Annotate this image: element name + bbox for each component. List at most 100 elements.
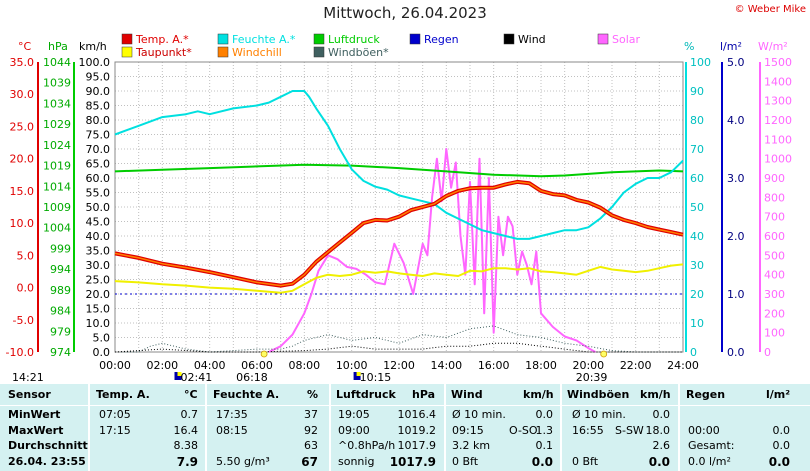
cell-rain-t: Gesamt: (688, 439, 735, 452)
chart-title: Mittwoch, 26.04.2023 (323, 4, 487, 22)
axis-unit-temp: °C (18, 40, 32, 53)
header-gust: Windböen (567, 388, 630, 401)
header-press-unit: hPa (412, 388, 436, 401)
cell-temp-v: 0.7 (180, 408, 199, 421)
legend-label: Solar (612, 33, 641, 46)
legend-swatch (121, 33, 133, 45)
sun-markers (174, 350, 608, 380)
cell-wind-t: Ø 10 min. (452, 408, 506, 421)
cell-label: MinWert (8, 408, 61, 421)
tick-pressure_hpa: 1004 (43, 222, 71, 235)
legend-label: Wind (518, 33, 546, 46)
tick-temp_c: 15.0 (10, 185, 35, 198)
cell-rain-v: 0.0 (772, 439, 791, 452)
cell-hum-t: 08:15 (216, 423, 248, 437)
cell-press-v: 1017.9 (397, 439, 437, 452)
tick-pressure_hpa: 1019 (43, 160, 71, 173)
x-tick-label: 14:00 (430, 359, 462, 372)
moon-icon-glint (356, 372, 361, 376)
y-axis-ticks: 35.030.025.020.015.010.05.00.0-5.0-10.01… (6, 56, 792, 359)
tick-wind_kmh: 20.0 (86, 288, 111, 301)
copyright-label[interactable]: © Weber Mike (734, 4, 806, 15)
time-label-moon2: 10:15 (359, 371, 392, 384)
tick-solar_wm2: 1300 (764, 95, 792, 108)
axis-unit-wind: km/h (79, 40, 107, 53)
tick-solar_wm2: 100 (764, 327, 785, 340)
tick-solar_wm2: 400 (764, 269, 785, 282)
tick-pressure_hpa: 974 (50, 346, 71, 359)
legend-swatch (597, 33, 609, 45)
cell-hum-v: 67 (301, 454, 318, 469)
cell-wind-t: 0 Bft (452, 454, 479, 468)
tick-solar_wm2: 300 (764, 288, 785, 301)
tick-solar_wm2: 1400 (764, 75, 792, 88)
tick-humidity_pct: 40 (690, 230, 704, 243)
tick-wind_kmh: 10.0 (86, 317, 111, 330)
cell-label: 26.04. 23:55 (8, 454, 86, 468)
legend-label: Luftdruck (328, 33, 380, 46)
axis-unit-rain: l/m² (720, 40, 742, 53)
legend-label: Windchill (232, 46, 282, 59)
x-tick-label: 16:00 (478, 359, 510, 372)
tick-pressure_hpa: 994 (50, 263, 71, 276)
header-temp: Temp. A. (96, 388, 150, 401)
series-windchill (114, 181, 684, 287)
cell-gust-m: S-SW (615, 423, 644, 437)
cell-wind-t: 3.2 km (452, 439, 491, 452)
cell-wind-v: 1.3 (535, 423, 554, 437)
tick-humidity_pct: 0 (690, 346, 697, 359)
tick-temp_c: 20.0 (10, 153, 35, 166)
axis-unit-hum: % (684, 40, 694, 53)
tick-pressure_hpa: 979 (50, 325, 71, 338)
header-sensor: Sensor (8, 388, 51, 401)
moon-icon-glint (177, 372, 182, 376)
cell-wind-t: 09:15 (452, 423, 484, 437)
tick-wind_kmh: 70.0 (86, 143, 111, 156)
tick-pressure_hpa: 1024 (43, 139, 71, 152)
cell-rain-v: 0.0 (768, 454, 790, 469)
tick-pressure_hpa: 1034 (43, 97, 71, 110)
time-label-sunset: 20:39 (575, 371, 608, 384)
header-press: Luftdruck (336, 388, 396, 401)
tick-humidity_pct: 30 (690, 259, 704, 272)
header-hum: Feuchte A. (213, 388, 280, 401)
tick-humidity_pct: 100 (690, 56, 711, 69)
tick-wind_kmh: 40.0 (86, 230, 111, 243)
cell-wind-v: 0.0 (535, 408, 554, 421)
time-label-moon1: 02:41 (180, 371, 213, 384)
cell-press-t: 09:00 (338, 423, 370, 437)
cell-gust-v: 2.6 (652, 439, 671, 452)
cell-temp-v: 8.38 (173, 439, 199, 452)
axis-unit-press: hPa (48, 40, 68, 53)
tick-humidity_pct: 20 (690, 288, 704, 301)
tick-solar_wm2: 1100 (764, 133, 792, 146)
tick-rain_lm2: 2.0 (727, 230, 745, 243)
tick-pressure_hpa: 989 (50, 284, 71, 297)
tick-solar_wm2: 1200 (764, 114, 792, 127)
tick-wind_kmh: 75.0 (86, 129, 111, 142)
cell-label: MaxWert (8, 423, 64, 437)
cell-temp-v: 16.4 (173, 423, 199, 437)
sun-icon (260, 350, 268, 358)
x-tick-label: 24:00 (667, 359, 699, 372)
axis-unit-solar: W/m² (758, 40, 788, 53)
tick-solar_wm2: 1000 (764, 153, 792, 166)
cell-gust-t: Ø 10 min. (572, 408, 626, 421)
series-feuchtea (114, 90, 684, 240)
tick-temp_c: -10.0 (6, 346, 34, 359)
cell-press-v: 1017.9 (389, 454, 436, 469)
tick-temp_c: 35.0 (10, 56, 35, 69)
tick-humidity_pct: 50 (690, 201, 704, 214)
x-tick-label: 08:00 (288, 359, 320, 372)
legend-swatch (409, 33, 421, 45)
tick-humidity_pct: 80 (690, 114, 704, 127)
tick-wind_kmh: 55.0 (86, 187, 111, 200)
tick-humidity_pct: 10 (690, 317, 704, 330)
tick-solar_wm2: 500 (764, 249, 785, 262)
tick-temp_c: 30.0 (10, 88, 35, 101)
tick-wind_kmh: 30.0 (86, 259, 111, 272)
tick-wind_kmh: 95.0 (86, 71, 111, 84)
header-wind-unit: km/h (523, 388, 554, 401)
legend-label: Taupunkt* (135, 46, 192, 59)
cell-hum-v: 92 (304, 423, 318, 437)
